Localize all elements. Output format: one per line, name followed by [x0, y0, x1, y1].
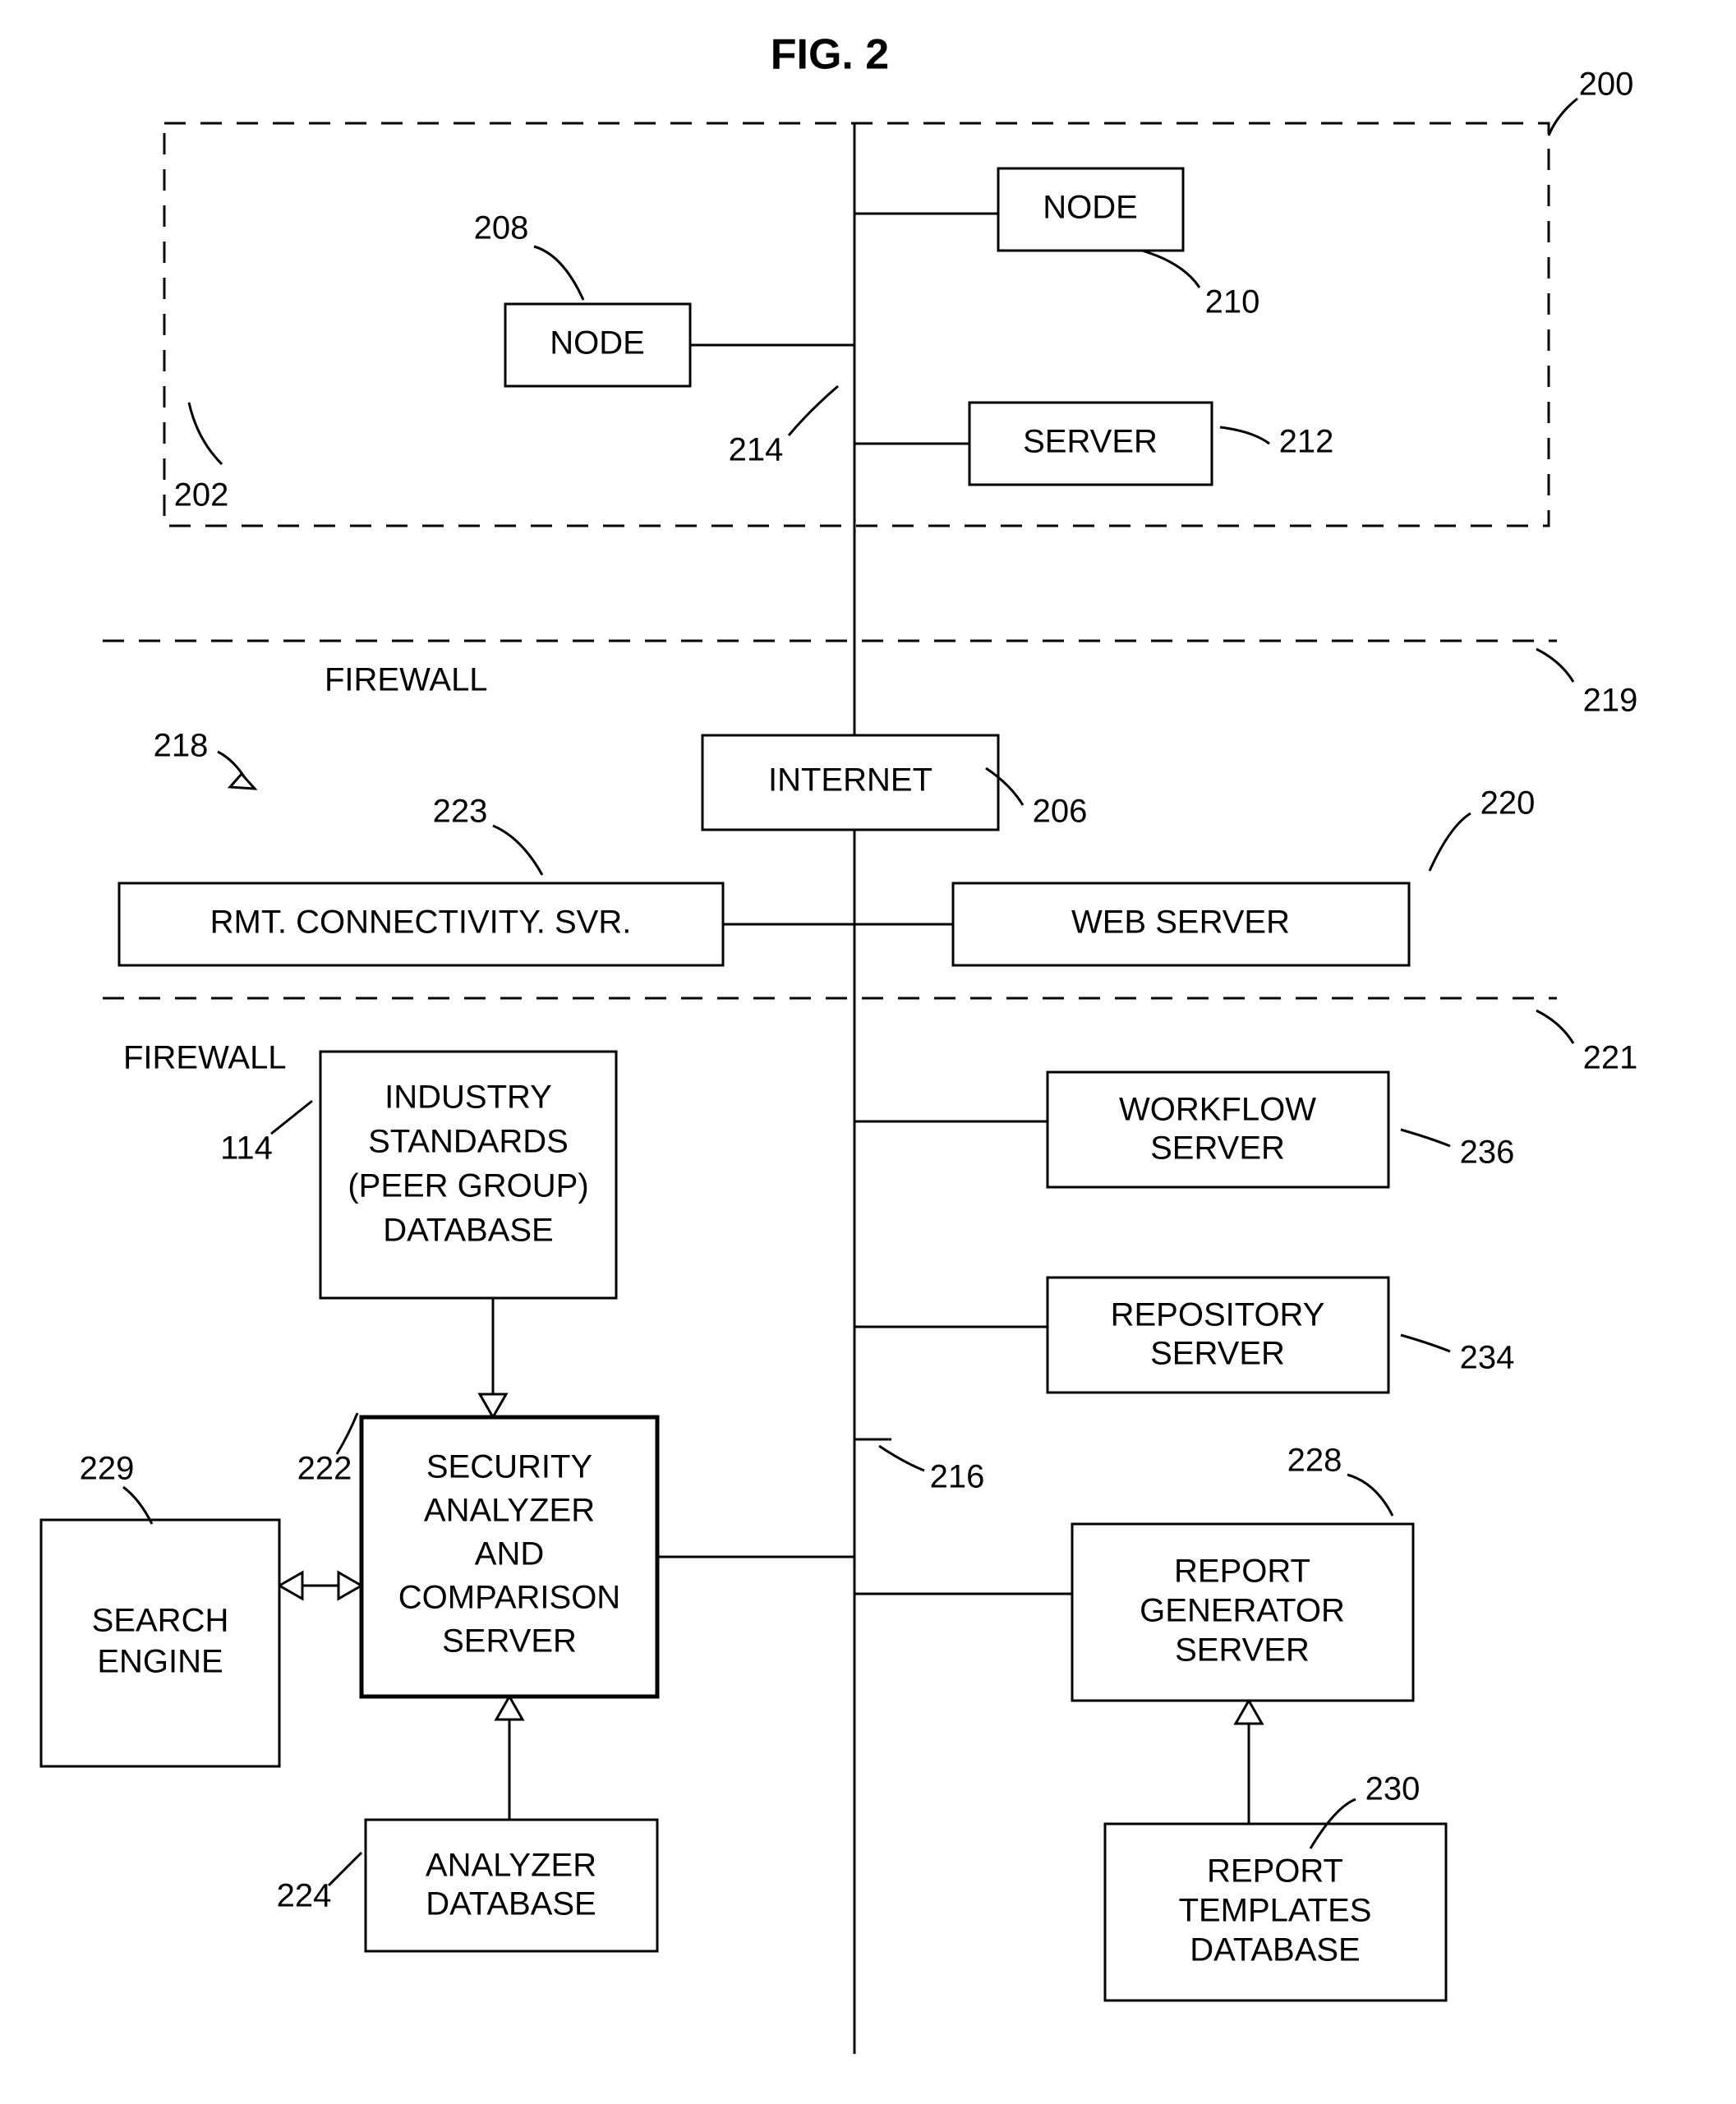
edge-reporttpl-reportgen — [1236, 1701, 1262, 1824]
node-internet: INTERNET — [702, 735, 998, 830]
ref-210: 210 — [1205, 284, 1260, 320]
ref-234: 234 — [1460, 1340, 1515, 1376]
ref-230: 230 — [1365, 1771, 1421, 1807]
svg-text:REPORT: REPORT — [1174, 1554, 1310, 1590]
svg-text:STANDARDS: STANDARDS — [368, 1124, 569, 1160]
svg-text:SEARCH: SEARCH — [92, 1603, 229, 1639]
svg-text:REPORT: REPORT — [1207, 1853, 1343, 1890]
leader-219 — [1536, 649, 1573, 682]
svg-text:WORKFLOW: WORKFLOW — [1119, 1092, 1316, 1128]
svg-text:INTERNET: INTERNET — [768, 762, 932, 799]
svg-text:RMT. CONNECTIVITY. SVR.: RMT. CONNECTIVITY. SVR. — [210, 905, 632, 941]
node-web-server: WEB SERVER — [953, 883, 1409, 965]
svg-text:REPOSITORY: REPOSITORY — [1111, 1297, 1325, 1333]
leader-223 — [493, 826, 542, 875]
ref-229: 229 — [80, 1451, 135, 1487]
ref-216: 216 — [930, 1459, 985, 1495]
ref-214: 214 — [729, 432, 784, 468]
ref-224: 224 — [277, 1878, 332, 1914]
edge-search-security — [279, 1572, 361, 1599]
leader-218 — [218, 752, 255, 789]
firewall-label-upper: FIREWALL — [325, 662, 488, 698]
node-208: NODE — [505, 304, 690, 386]
svg-text:DATABASE: DATABASE — [426, 1886, 596, 1922]
ref-228: 228 — [1287, 1443, 1342, 1479]
leader-216 — [879, 1446, 924, 1471]
svg-text:SERVER: SERVER — [1150, 1336, 1285, 1372]
svg-text:INDUSTRY: INDUSTRY — [384, 1080, 552, 1116]
ref-208: 208 — [474, 210, 529, 246]
leader-236 — [1401, 1130, 1450, 1146]
svg-text:ANALYZER: ANALYZER — [424, 1493, 595, 1529]
node-rmt-connectivity: RMT. CONNECTIVITY. SVR. — [119, 883, 723, 965]
leader-114 — [271, 1101, 312, 1134]
leader-221 — [1536, 1011, 1573, 1043]
svg-text:WEB SERVER: WEB SERVER — [1071, 905, 1290, 941]
svg-text:SECURITY: SECURITY — [426, 1449, 592, 1485]
svg-text:GENERATOR: GENERATOR — [1140, 1593, 1345, 1629]
svg-text:(PEER GROUP): (PEER GROUP) — [348, 1168, 588, 1204]
leader-202 — [189, 403, 222, 464]
node-industry-standards-db: INDUSTRY STANDARDS (PEER GROUP) DATABASE — [320, 1052, 616, 1298]
node-repository-server: REPOSITORY SERVER — [1048, 1278, 1388, 1393]
node-server-212: SERVER — [969, 403, 1212, 485]
svg-text:SERVER: SERVER — [1150, 1130, 1285, 1167]
leader-234 — [1401, 1335, 1450, 1351]
leader-224 — [329, 1853, 361, 1885]
region-202 — [164, 123, 1549, 526]
svg-text:AND: AND — [475, 1536, 544, 1572]
ref-200: 200 — [1579, 67, 1634, 103]
svg-text:ENGINE: ENGINE — [97, 1644, 223, 1680]
svg-text:ANALYZER: ANALYZER — [426, 1848, 596, 1884]
node-security-analyzer: SECURITY ANALYZER AND COMPARISON SERVER — [361, 1417, 657, 1697]
node-210: NODE — [998, 168, 1183, 251]
node-report-generator: REPORT GENERATOR SERVER — [1072, 1524, 1413, 1701]
svg-text:TEMPLATES: TEMPLATES — [1179, 1893, 1372, 1929]
leader-210 — [1142, 251, 1200, 288]
svg-text:DATABASE: DATABASE — [1190, 1932, 1360, 1968]
ref-223: 223 — [433, 794, 488, 830]
svg-text:COMPARISON: COMPARISON — [398, 1580, 620, 1616]
node-workflow-server: WORKFLOW SERVER — [1048, 1072, 1388, 1187]
ref-236: 236 — [1460, 1135, 1515, 1171]
edge-analyzerdb-security — [496, 1697, 523, 1820]
leader-212 — [1220, 427, 1269, 444]
ref-206: 206 — [1033, 794, 1088, 830]
figure-title: FIG. 2 — [771, 31, 889, 79]
svg-text:DATABASE: DATABASE — [383, 1213, 553, 1249]
leader-229 — [123, 1487, 152, 1524]
leader-222 — [337, 1413, 357, 1454]
svg-text:SERVER: SERVER — [1023, 424, 1158, 460]
svg-text:NODE: NODE — [1043, 190, 1138, 226]
leader-200 — [1549, 99, 1577, 136]
firewall-label-lower: FIREWALL — [123, 1040, 287, 1076]
ref-218: 218 — [154, 728, 209, 764]
edge-industry-security — [480, 1298, 506, 1417]
ref-221: 221 — [1583, 1040, 1638, 1076]
svg-text:SERVER: SERVER — [442, 1623, 577, 1660]
node-analyzer-db: ANALYZER DATABASE — [366, 1820, 657, 1951]
leader-208 — [534, 246, 583, 300]
svg-text:NODE: NODE — [550, 325, 645, 361]
leader-220 — [1430, 813, 1471, 871]
leader-214 — [789, 386, 838, 435]
ref-114: 114 — [220, 1130, 273, 1167]
ref-220: 220 — [1480, 785, 1536, 822]
svg-text:SERVER: SERVER — [1175, 1632, 1310, 1669]
ref-202: 202 — [174, 477, 229, 513]
node-report-templates-db: REPORT TEMPLATES DATABASE — [1105, 1824, 1446, 2000]
ref-212: 212 — [1279, 424, 1334, 460]
ref-219: 219 — [1583, 683, 1638, 719]
ref-222: 222 — [297, 1451, 352, 1487]
diagram-canvas: FIG. 2 FIREWALL FIREWALL — [0, 0, 1736, 2104]
leader-228 — [1347, 1475, 1393, 1516]
node-search-engine: SEARCH ENGINE — [41, 1520, 279, 1766]
